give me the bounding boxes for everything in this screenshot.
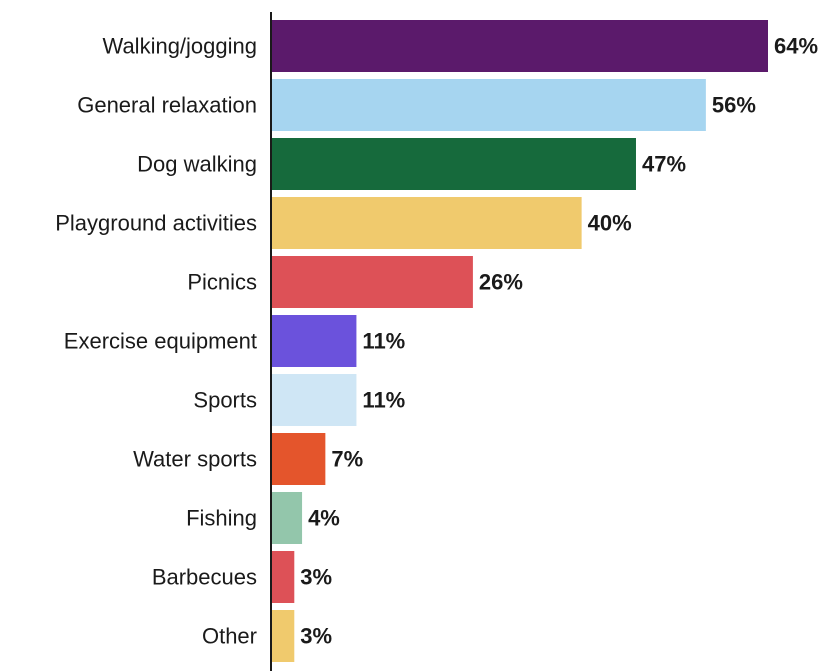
- category-label: Exercise equipment: [64, 329, 257, 354]
- category-label: Fishing: [186, 506, 257, 531]
- value-label: 56%: [712, 93, 756, 118]
- bar-walking-jogging: [271, 20, 768, 72]
- bar-sports: [271, 374, 357, 426]
- value-label: 7%: [331, 447, 363, 472]
- category-label: Barbecues: [152, 565, 257, 590]
- category-label: Other: [202, 624, 257, 649]
- bar-water-sports: [271, 433, 326, 485]
- value-labels-group: 64% 56% 47% 40% 26% 11% 11% 7% 4% 3% 3%: [300, 34, 818, 649]
- category-labels-group: Walking/jogging General relaxation Dog wal…: [55, 34, 257, 649]
- bar-exercise-equipment: [271, 315, 357, 367]
- bar-dog-walking: [271, 138, 636, 190]
- value-label: 26%: [479, 270, 523, 295]
- value-label: 64%: [774, 34, 818, 59]
- bar-playground-activities: [271, 197, 582, 249]
- value-label: 11%: [362, 329, 405, 354]
- category-label: Dog walking: [137, 152, 257, 177]
- value-label: 4%: [308, 506, 340, 531]
- value-label: 47%: [642, 152, 686, 177]
- category-label: General relaxation: [77, 93, 257, 118]
- bar-general-relaxation: [271, 79, 706, 131]
- bar-fishing: [271, 492, 303, 544]
- category-label: Sports: [193, 388, 257, 413]
- value-label: 40%: [588, 211, 632, 236]
- value-label: 3%: [300, 624, 332, 649]
- bar-other: [271, 610, 295, 662]
- bar-picnics: [271, 256, 473, 308]
- category-label: Water sports: [133, 447, 257, 472]
- value-label: 3%: [300, 565, 332, 590]
- category-label: Playground activities: [55, 211, 257, 236]
- category-label: Picnics: [187, 270, 257, 295]
- category-label: Walking/jogging: [103, 34, 258, 59]
- bars-group: [271, 20, 768, 662]
- bar-barbecues: [271, 551, 295, 603]
- value-label: 11%: [362, 388, 405, 413]
